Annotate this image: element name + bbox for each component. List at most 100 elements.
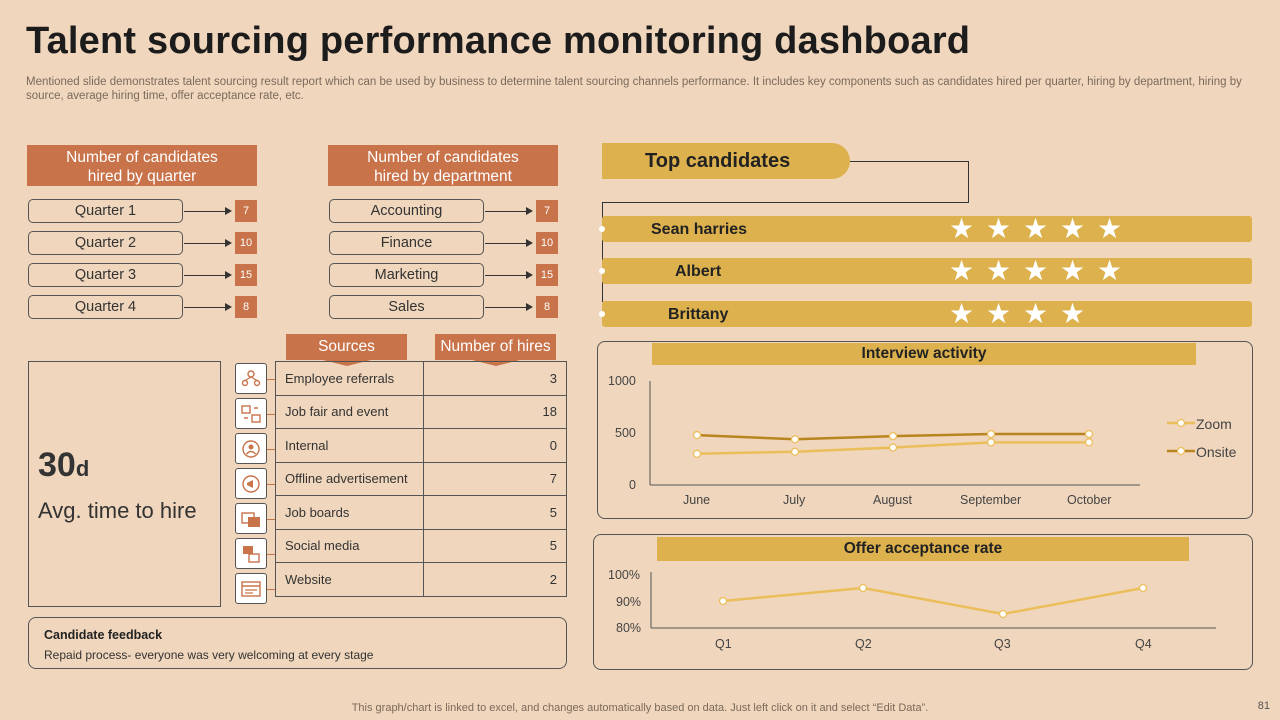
department-marketing-value: 15 bbox=[536, 264, 558, 286]
x-tick-label: Q2 bbox=[855, 637, 872, 651]
department-accounting-value: 7 bbox=[536, 200, 558, 222]
quarter-3-label: Quarter 3 bbox=[28, 263, 183, 287]
star-icon: ★ bbox=[1023, 298, 1049, 329]
website-icon bbox=[235, 573, 267, 604]
table-row: Website 2 bbox=[275, 562, 567, 597]
time-to-hire-card: 30d Avg. time to hire bbox=[28, 361, 221, 607]
department-sales-label: Sales bbox=[329, 295, 484, 319]
star-icon: ★ bbox=[986, 255, 1012, 286]
legend-zoom-label: Zoom bbox=[1196, 416, 1232, 432]
page-subtitle: Mentioned slide demonstrates talent sour… bbox=[26, 76, 1242, 102]
arrow-icon bbox=[184, 269, 232, 281]
source-hires: 0 bbox=[423, 428, 567, 463]
data-point bbox=[692, 449, 702, 458]
department-finance-label: Finance bbox=[329, 231, 484, 255]
y-tick-label: 90% bbox=[616, 595, 642, 609]
connector-line bbox=[267, 589, 275, 590]
source-name: Social media bbox=[275, 528, 424, 563]
source-hires: 18 bbox=[423, 394, 567, 429]
data-point bbox=[888, 431, 898, 441]
star-icon: ★ bbox=[949, 255, 975, 286]
data-point bbox=[998, 609, 1008, 619]
advertisement-icon bbox=[235, 468, 267, 499]
candidate-row bbox=[602, 258, 1252, 284]
data-point bbox=[1138, 583, 1148, 593]
bullet-dot bbox=[599, 311, 605, 317]
star-icon: ★ bbox=[986, 298, 1012, 329]
star-icon: ★ bbox=[1097, 213, 1123, 244]
candidate-row bbox=[602, 301, 1252, 327]
table-row: Social media 5 bbox=[275, 528, 567, 563]
internal-icon bbox=[235, 433, 267, 464]
candidate-row bbox=[602, 216, 1252, 242]
interview-activity-title: Interview activity bbox=[652, 343, 1196, 365]
quarter-3-value: 15 bbox=[235, 264, 257, 286]
data-point bbox=[986, 438, 996, 447]
page-number: 81 bbox=[1257, 700, 1270, 712]
arrow-icon bbox=[485, 205, 533, 217]
x-tick-label: June bbox=[683, 493, 711, 507]
star-icon: ★ bbox=[1023, 255, 1049, 286]
department-sales-value: 8 bbox=[536, 296, 558, 318]
arrow-icon bbox=[485, 269, 533, 281]
table-row: Offline advertisement 7 bbox=[275, 461, 567, 496]
connector-line bbox=[267, 484, 275, 485]
candidate-name: Albert bbox=[675, 263, 722, 280]
connector-line bbox=[267, 379, 275, 380]
by-department-header: Number of candidates hired by department bbox=[328, 145, 558, 186]
top-candidates-title: Top candidates bbox=[645, 150, 791, 172]
table-row: Job fair and event 18 bbox=[275, 394, 567, 429]
source-name: Job fair and event bbox=[275, 394, 424, 429]
social-media-icon bbox=[235, 538, 267, 569]
star-icon: ★ bbox=[949, 298, 975, 329]
source-name: Website bbox=[275, 562, 424, 597]
y-tick-label: 1000 bbox=[608, 374, 636, 388]
arrow-icon bbox=[184, 205, 232, 217]
offer-acceptance-title: Offer acceptance rate bbox=[657, 537, 1189, 561]
offer-acceptance-panel bbox=[593, 534, 1253, 670]
star-icon: ★ bbox=[1060, 255, 1086, 286]
y-tick-label: 500 bbox=[615, 426, 636, 440]
data-point bbox=[1084, 429, 1094, 439]
hires-header: Number of hires bbox=[435, 334, 556, 366]
arrow-icon bbox=[485, 301, 533, 313]
source-name: Offline advertisement bbox=[275, 461, 424, 496]
x-tick-label: Q3 bbox=[994, 637, 1011, 651]
source-name: Internal bbox=[275, 428, 424, 463]
x-tick-label: Q1 bbox=[715, 637, 732, 651]
x-tick-label: July bbox=[783, 493, 806, 507]
table-row: Internal 0 bbox=[275, 428, 567, 463]
connector-line bbox=[968, 161, 970, 203]
arrow-icon bbox=[184, 237, 232, 249]
star-icon: ★ bbox=[1097, 255, 1123, 286]
referral-icon bbox=[235, 363, 267, 394]
star-icon: ★ bbox=[1060, 213, 1086, 244]
legend-marker bbox=[1176, 446, 1186, 456]
star-icon: ★ bbox=[986, 213, 1012, 244]
connector-line bbox=[850, 161, 969, 163]
sources-table: Employee referrals 3 Job fair and event 18… bbox=[275, 361, 567, 597]
data-point bbox=[986, 429, 996, 439]
arrow-icon bbox=[184, 301, 232, 313]
candidate-name: Sean harries bbox=[651, 221, 748, 238]
department-marketing-label: Marketing bbox=[329, 263, 484, 287]
data-point bbox=[692, 430, 702, 440]
connector-line bbox=[267, 519, 275, 520]
x-tick-label: Q4 bbox=[1135, 637, 1152, 651]
quarter-4-value: 8 bbox=[235, 296, 257, 318]
bullet-dot bbox=[599, 226, 605, 232]
data-point bbox=[790, 447, 800, 456]
data-point bbox=[1084, 438, 1094, 447]
interview-activity-panel bbox=[597, 341, 1253, 519]
source-hires: 2 bbox=[423, 562, 567, 597]
x-tick-label: September bbox=[960, 493, 1022, 507]
series-line bbox=[722, 586, 1144, 616]
quarter-2-label: Quarter 2 bbox=[28, 231, 183, 255]
top-candidates-header: Top candidates bbox=[602, 143, 850, 179]
star-icon: ★ bbox=[1023, 213, 1049, 244]
connector-line bbox=[267, 554, 275, 555]
quarter-1-label: Quarter 1 bbox=[28, 199, 183, 223]
page-title: Talent sourcing performance monitoring d… bbox=[26, 20, 971, 62]
y-tick-label: 100% bbox=[608, 568, 640, 582]
